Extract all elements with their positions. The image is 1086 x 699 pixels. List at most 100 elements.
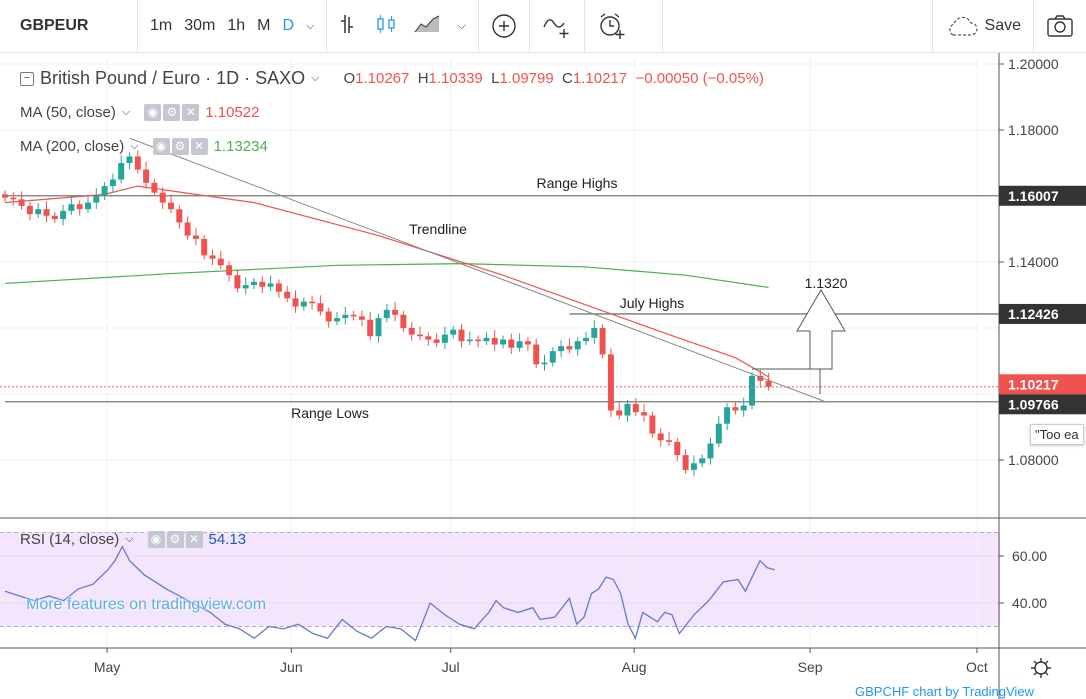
tooltip: "Too ea [1030,424,1084,445]
price-label-bg [999,185,1086,206]
candle [159,192,166,203]
candle [60,210,67,220]
save-button[interactable]: Save [931,0,1034,53]
open-label: O [343,70,356,87]
chevron-down-icon[interactable]: ⌵ [130,140,139,152]
time-tick-label: Aug [622,659,647,675]
high-label: H [417,70,429,87]
candle [284,291,291,299]
interval-1m[interactable]: 1m [150,17,173,34]
interval-1h[interactable]: 1h [227,17,246,34]
chevron-down-icon[interactable]: ⌵ [125,533,134,545]
screenshot-button[interactable] [1034,0,1086,53]
candle [383,309,390,319]
candle [433,339,440,343]
candle [93,196,100,203]
time-tick-label: Jun [280,659,303,675]
alert-button[interactable] [585,0,663,53]
candle [408,328,415,335]
candle [134,156,141,170]
candle [143,169,150,183]
rsi-tick-label: 40.00 [1012,595,1047,611]
price-tick-label: 1.08000 [1008,452,1059,468]
symbol-search[interactable]: GBPEUR [0,0,138,53]
ma200-value: 1.13234 [213,138,268,155]
ma50-label[interactable]: MA (50, close) [20,104,116,121]
candle [690,463,697,470]
interval-group: 1m 30m 1h M D ⌵ [138,0,328,53]
eye-icon[interactable]: ◉ [144,104,162,121]
interval-30m[interactable]: 30m [184,17,216,34]
candle [417,334,423,337]
interval-day[interactable]: D [282,17,295,34]
eye-icon[interactable]: ◉ [152,138,170,155]
range-lows-label: Range Lows [291,405,369,421]
candle [317,303,324,312]
candle [375,318,382,337]
gear-icon[interactable]: ⚙ [163,104,181,121]
alert-icon[interactable] [597,12,627,40]
rsi-value: 54.13 [208,531,247,548]
chevron-down-icon[interactable]: ⌵ [311,72,320,84]
candle [392,309,399,315]
compare-button[interactable] [530,0,585,53]
candle [192,235,199,239]
eye-icon[interactable]: ◉ [147,531,165,548]
candle [350,314,357,317]
camera-icon[interactable] [1046,14,1074,38]
price-chart[interactable]: Range Highs July Highs Range Lows Trendline… [0,53,1086,699]
candle [51,215,58,220]
rsi-label[interactable]: RSI (14, close) [20,531,120,548]
trendline [129,137,827,403]
candles-icon[interactable] [375,13,397,40]
candle [400,314,407,328]
add-indicator-icon[interactable] [491,13,517,39]
cloud-icon [948,16,978,36]
close-icon[interactable]: ✕ [185,531,203,548]
close-icon[interactable]: ✕ [190,138,208,155]
chevron-down-icon[interactable]: ⌵ [457,19,466,32]
candle [300,301,307,307]
candle [85,202,91,210]
candle [749,375,755,406]
collapse-icon[interactable]: − [20,71,34,86]
candle [624,403,631,416]
symbol-label[interactable]: GBPEUR [20,17,89,34]
bars-icon[interactable] [339,13,359,40]
watermark[interactable]: More features on tradingview.com [26,596,267,613]
candle [201,238,208,256]
gear-icon[interactable]: ⚙ [166,531,184,548]
candle [226,265,233,276]
close-value: 1.10217 [572,70,628,87]
high-value: 1.10339 [428,70,483,87]
candle [358,316,365,320]
rsi-line [4,545,775,642]
gear-icon[interactable]: ⚙ [171,138,189,155]
chevron-down-icon[interactable]: ⌵ [121,106,131,118]
candle [541,362,548,365]
candle [583,337,589,342]
ma200-label[interactable]: MA (200, close) [20,138,125,155]
indicators-button[interactable] [479,0,530,53]
chevron-down-icon[interactable]: ⌵ [306,19,315,32]
price-tick-label: 1.20000 [1008,56,1059,72]
candle [325,311,332,322]
footer-link[interactable]: GBPCHF chart by TradingView [855,684,1034,699]
candle [101,186,108,196]
range-highs-label: Range Highs [537,175,618,191]
candle [217,258,224,266]
candle [342,314,349,319]
compare-icon[interactable] [542,13,572,39]
area-icon[interactable] [413,14,441,39]
candle [649,415,656,434]
settings-icon[interactable] [1031,658,1051,678]
interval-month[interactable]: M [257,17,271,34]
series-title[interactable]: British Pound / Euro · 1D · SAXO [40,68,306,88]
candle [599,328,606,355]
close-icon[interactable]: ✕ [182,104,200,121]
candle [533,344,540,365]
price-label-bg [999,394,1086,415]
candle [176,209,183,223]
candle [607,354,614,411]
candle [43,209,50,216]
